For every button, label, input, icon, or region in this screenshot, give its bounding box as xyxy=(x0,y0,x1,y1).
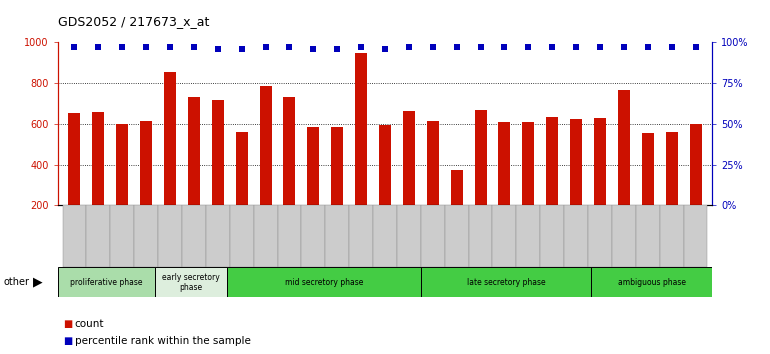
Text: late secretory phase: late secretory phase xyxy=(467,278,545,287)
Point xyxy=(236,46,248,52)
Bar xyxy=(666,132,678,246)
Bar xyxy=(379,125,391,246)
Bar xyxy=(164,72,176,246)
Bar xyxy=(301,205,325,267)
Bar xyxy=(373,205,397,267)
Bar xyxy=(450,170,463,246)
Bar xyxy=(445,205,469,267)
Point xyxy=(618,45,630,50)
Bar xyxy=(110,205,134,267)
Point xyxy=(307,46,320,52)
Bar xyxy=(564,205,588,267)
Bar xyxy=(158,205,182,267)
Text: count: count xyxy=(75,319,104,329)
Point xyxy=(283,45,296,50)
Bar xyxy=(58,267,155,297)
Bar xyxy=(474,110,487,246)
Bar xyxy=(283,97,296,246)
Point xyxy=(212,46,224,52)
Point xyxy=(379,46,391,52)
Bar xyxy=(421,267,591,297)
Bar xyxy=(498,122,511,246)
Point xyxy=(498,45,511,50)
Bar xyxy=(349,205,373,267)
Bar xyxy=(227,267,421,297)
Bar xyxy=(594,118,606,246)
Point xyxy=(546,45,558,50)
Bar xyxy=(116,124,129,246)
Bar xyxy=(69,113,80,246)
Text: mid secretory phase: mid secretory phase xyxy=(285,278,363,287)
Point xyxy=(665,45,678,50)
Bar xyxy=(277,205,301,267)
Point xyxy=(450,45,463,50)
Text: GDS2052 / 217673_x_at: GDS2052 / 217673_x_at xyxy=(58,15,209,28)
Text: ■: ■ xyxy=(63,336,72,346)
Bar xyxy=(591,267,712,297)
Text: ambiguous phase: ambiguous phase xyxy=(618,278,685,287)
Point xyxy=(641,45,654,50)
Point xyxy=(689,45,701,50)
Bar xyxy=(86,205,110,267)
Bar xyxy=(259,86,272,246)
Point xyxy=(164,45,176,50)
Bar xyxy=(325,205,349,267)
Text: proliferative phase: proliferative phase xyxy=(70,278,142,287)
Point xyxy=(259,45,272,50)
Bar xyxy=(517,205,541,267)
Bar xyxy=(212,101,224,246)
Bar xyxy=(331,127,343,246)
Bar xyxy=(307,127,320,246)
Bar xyxy=(134,205,158,267)
Bar xyxy=(140,121,152,246)
Bar xyxy=(155,267,227,297)
Point xyxy=(188,45,200,50)
Bar xyxy=(612,205,636,267)
Point xyxy=(92,45,105,50)
Bar xyxy=(206,205,229,267)
Bar xyxy=(421,205,445,267)
Point xyxy=(116,45,129,50)
Text: early secretory
phase: early secretory phase xyxy=(162,273,220,292)
Point xyxy=(69,45,81,50)
Bar xyxy=(588,205,612,267)
Text: ▶: ▶ xyxy=(33,276,43,289)
Bar xyxy=(92,112,104,246)
Point xyxy=(474,45,487,50)
Point xyxy=(427,45,439,50)
Text: ■: ■ xyxy=(63,319,72,329)
Bar xyxy=(641,133,654,246)
Bar xyxy=(469,205,493,267)
Point xyxy=(522,45,534,50)
Bar xyxy=(403,111,415,246)
Bar xyxy=(427,121,439,246)
Point xyxy=(570,45,582,50)
Bar xyxy=(188,97,200,246)
Bar xyxy=(618,90,630,246)
Bar xyxy=(236,132,248,246)
Text: percentile rank within the sample: percentile rank within the sample xyxy=(75,336,250,346)
Bar xyxy=(570,119,582,246)
Bar xyxy=(493,205,517,267)
Bar xyxy=(660,205,684,267)
Bar xyxy=(546,117,558,246)
Bar xyxy=(397,205,421,267)
Bar xyxy=(684,205,708,267)
Bar xyxy=(522,122,534,246)
Point xyxy=(403,45,415,50)
Point xyxy=(355,45,367,50)
Bar xyxy=(182,205,206,267)
Bar xyxy=(253,205,277,267)
Bar xyxy=(636,205,660,267)
Bar xyxy=(355,53,367,246)
Text: other: other xyxy=(4,277,30,287)
Point xyxy=(140,45,152,50)
Bar xyxy=(541,205,564,267)
Bar xyxy=(229,205,253,267)
Point xyxy=(594,45,606,50)
Bar xyxy=(690,124,701,246)
Point xyxy=(331,46,343,52)
Bar xyxy=(62,205,86,267)
